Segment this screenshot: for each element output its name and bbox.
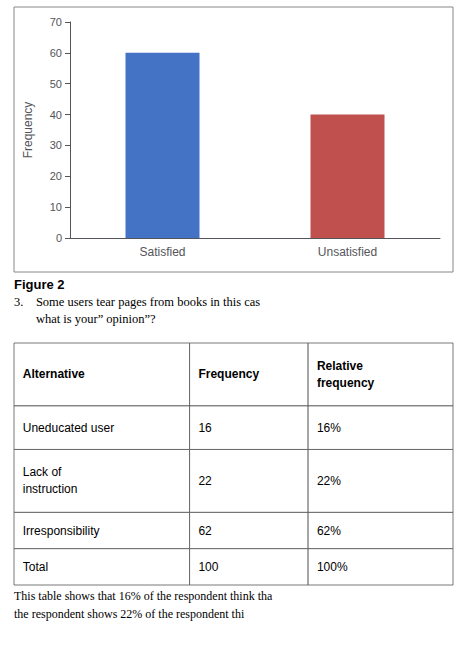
svg-text:Frequency: Frequency [198, 367, 259, 381]
svg-text:Lack of: Lack of [23, 465, 62, 479]
svg-text:16: 16 [198, 421, 212, 435]
svg-text:This table shows that 16% of t: This table shows that 16% of the respond… [14, 589, 273, 603]
svg-text:20: 20 [50, 170, 62, 182]
svg-text:the respondent shows 22% of th: the respondent shows 22% of the responde… [14, 607, 245, 621]
svg-text:Frequency: Frequency [21, 102, 35, 159]
svg-text:Relative: Relative [317, 359, 363, 373]
svg-text:50: 50 [50, 78, 62, 90]
svg-text:16%: 16% [317, 421, 341, 435]
svg-text:frequency: frequency [317, 376, 375, 390]
svg-text:62: 62 [198, 524, 212, 538]
svg-text:instruction: instruction [23, 482, 78, 496]
svg-text:Figure 2: Figure 2 [14, 277, 65, 292]
svg-text:Total: Total [23, 560, 48, 574]
svg-text:100%: 100% [317, 560, 348, 574]
svg-text:Alternative: Alternative [23, 367, 85, 381]
svg-text:Unsatisfied: Unsatisfied [318, 245, 377, 259]
svg-text:100: 100 [198, 560, 218, 574]
svg-text:22%: 22% [317, 474, 341, 488]
svg-text:22: 22 [198, 474, 212, 488]
svg-text:70: 70 [50, 16, 62, 28]
svg-text:60: 60 [50, 47, 62, 59]
svg-text:62%: 62% [317, 524, 341, 538]
svg-text:40: 40 [50, 109, 62, 121]
svg-text:30: 30 [50, 139, 62, 151]
svg-text:Satisfied: Satisfied [139, 245, 185, 259]
svg-text:Uneducated user: Uneducated user [23, 421, 114, 435]
svg-text:3. Some users tear pages fr: 3. Some users tear pages from books in t… [14, 295, 260, 309]
svg-text:10: 10 [50, 201, 62, 213]
svg-text:0: 0 [56, 232, 62, 244]
svg-text:what is your” opinion”?: what is your” opinion”? [14, 312, 156, 326]
svg-text:Irresponsibility: Irresponsibility [23, 524, 100, 538]
